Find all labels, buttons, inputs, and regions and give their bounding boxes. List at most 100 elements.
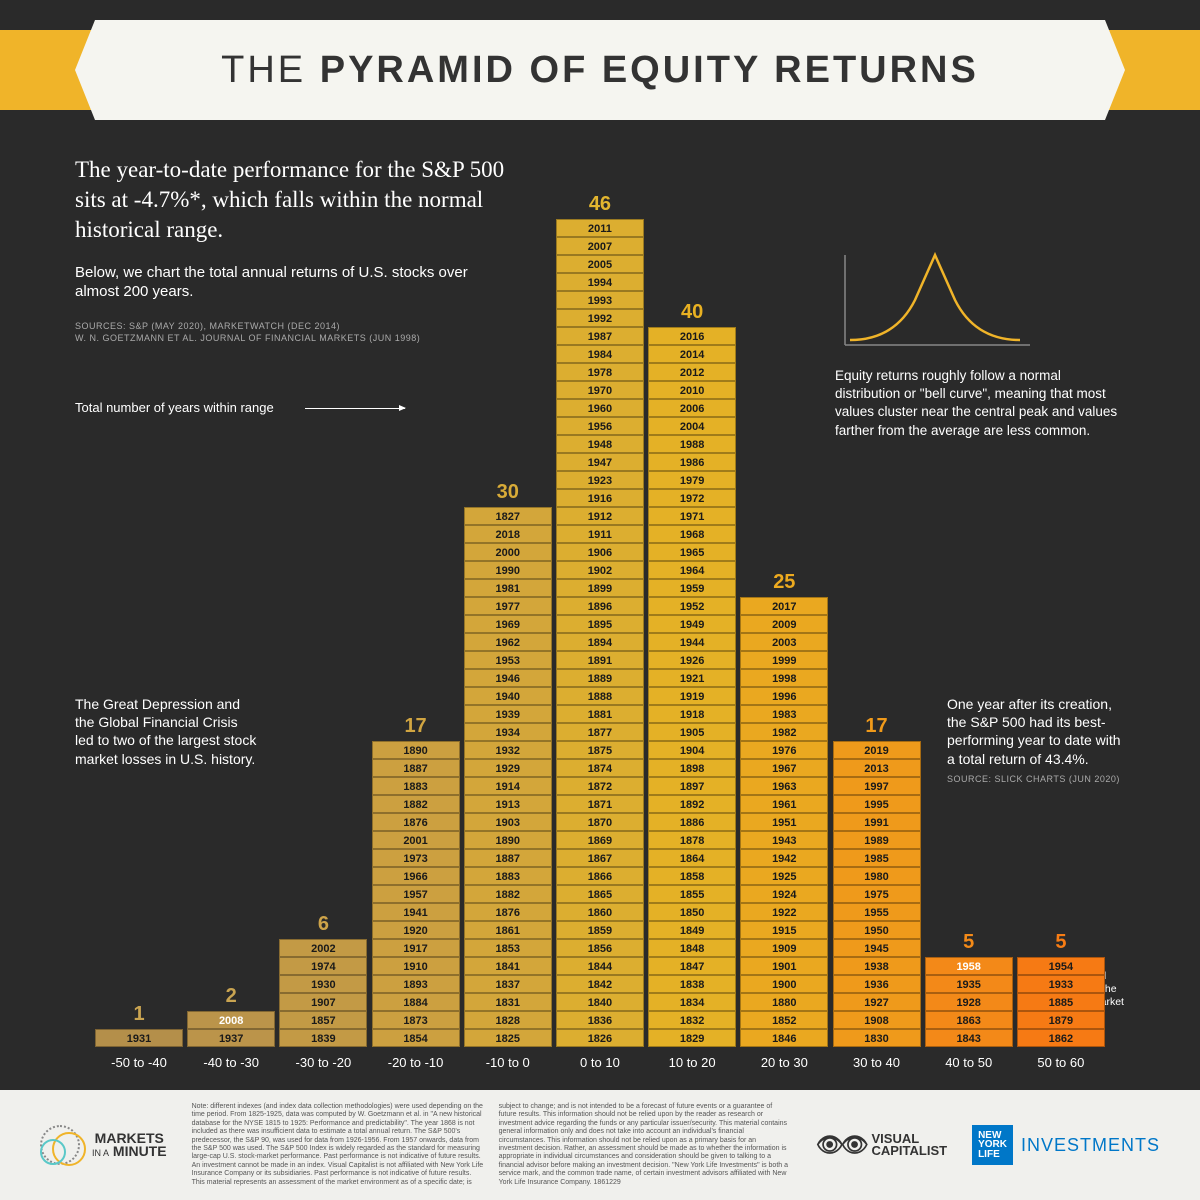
year-stack: 183918571907193019742002: [279, 939, 367, 1047]
year-cell: 1992: [556, 309, 644, 327]
year-cell: 1860: [556, 903, 644, 921]
histogram-column: 2518461852188019001901190919151922192419…: [740, 571, 828, 1070]
year-cell: 2001: [372, 831, 460, 849]
year-cell: 1960: [556, 399, 644, 417]
year-cell: 1846: [740, 1029, 828, 1047]
column-count: 40: [681, 301, 703, 324]
column-count: 1: [133, 1003, 144, 1026]
year-cell: 1847: [648, 957, 736, 975]
range-label: -10 to 0: [486, 1055, 530, 1070]
year-cell: 1827: [464, 507, 552, 525]
footer: MARKETSIN A MINUTE Note: different index…: [0, 1090, 1200, 1200]
histogram-column: 3018251828183118371841185318611876188218…: [464, 481, 552, 1070]
year-cell: 1925: [740, 867, 828, 885]
year-cell: 1885: [1017, 993, 1105, 1011]
year-cell: 1892: [648, 795, 736, 813]
year-cell: 1903: [464, 813, 552, 831]
year-cell: 1886: [648, 813, 736, 831]
year-cell: 1889: [556, 669, 644, 687]
year-cell: 1937: [187, 1029, 275, 1047]
year-cell: 1915: [740, 921, 828, 939]
year-cell: 1883: [464, 867, 552, 885]
year-cell: 1893: [372, 975, 460, 993]
year-cell: 1844: [556, 957, 644, 975]
year-cell: 1976: [740, 741, 828, 759]
range-label: 40 to 50: [945, 1055, 992, 1070]
year-cell: 2010: [648, 381, 736, 399]
year-cell: 1882: [372, 795, 460, 813]
year-cell: 1898: [648, 759, 736, 777]
year-cell: 1910: [372, 957, 460, 975]
year-cell: 1874: [556, 759, 644, 777]
year-cell: 1831: [464, 993, 552, 1011]
year-cell: 1895: [556, 615, 644, 633]
year-stack: 18621879188519331954: [1017, 957, 1105, 1047]
year-cell: 1834: [648, 993, 736, 1011]
year-cell: 1857: [279, 1011, 367, 1029]
year-cell: 1952: [648, 597, 736, 615]
year-cell: 2003: [740, 633, 828, 651]
year-cell: 1950: [833, 921, 921, 939]
year-cell: 1829: [648, 1029, 736, 1047]
year-cell: 1993: [556, 291, 644, 309]
year-cell: 2019: [833, 741, 921, 759]
column-count: 30: [497, 481, 519, 504]
year-cell: 1882: [464, 885, 552, 903]
range-label: -30 to -20: [296, 1055, 352, 1070]
column-count: 2: [226, 985, 237, 1008]
year-stack: 18431863192819351958: [925, 957, 1013, 1047]
logo-markets-in-a-minute: MARKETSIN A MINUTE: [40, 1125, 167, 1165]
histogram-column: 51843186319281935195840 to 50: [925, 931, 1013, 1070]
histogram-column: 4018291832183418381847184818491850185518…: [648, 301, 736, 1070]
year-cell: 1912: [556, 507, 644, 525]
year-cell: 2007: [556, 237, 644, 255]
year-cell: 1966: [372, 867, 460, 885]
histogram-column: 219372008-40 to -30: [187, 985, 275, 1070]
year-stack: 1846185218801900190119091915192219241925…: [740, 597, 828, 1047]
year-cell: 1995: [833, 795, 921, 813]
year-cell: 1836: [556, 1011, 644, 1029]
year-cell: 1946: [464, 669, 552, 687]
year-cell: 1909: [740, 939, 828, 957]
year-cell: 1972: [648, 489, 736, 507]
year-cell: 1998: [740, 669, 828, 687]
year-cell: 1944: [648, 633, 736, 651]
year-cell: 1871: [556, 795, 644, 813]
year-cell: 1842: [556, 975, 644, 993]
year-cell: 1939: [464, 705, 552, 723]
year-cell: 1971: [648, 507, 736, 525]
year-cell: 1862: [1017, 1029, 1105, 1047]
year-cell: 1983: [740, 705, 828, 723]
year-cell: 1978: [556, 363, 644, 381]
year-cell: 1964: [648, 561, 736, 579]
year-cell: 1941: [372, 903, 460, 921]
year-cell: 2006: [648, 399, 736, 417]
histogram-chart: 11931-50 to -40219372008-40 to -30618391…: [95, 193, 1105, 1070]
year-cell: 1968: [648, 525, 736, 543]
range-label: 50 to 60: [1037, 1055, 1084, 1070]
year-cell: 1979: [648, 471, 736, 489]
histogram-column: 6183918571907193019742002-30 to -20: [279, 913, 367, 1070]
year-cell: 1880: [740, 993, 828, 1011]
year-cell: 1991: [833, 813, 921, 831]
year-cell: 2012: [648, 363, 736, 381]
year-cell: 1837: [464, 975, 552, 993]
year-cell: 1940: [464, 687, 552, 705]
year-cell: 1981: [464, 579, 552, 597]
year-cell: 1828: [464, 1011, 552, 1029]
year-cell: 1956: [556, 417, 644, 435]
page-title: THE PYRAMID OF EQUITY RETURNS: [221, 49, 979, 92]
year-cell: 1949: [648, 615, 736, 633]
year-cell: 1985: [833, 849, 921, 867]
year-stack: 19372008: [187, 1011, 275, 1047]
year-cell: 1957: [372, 885, 460, 903]
year-cell: 1942: [740, 849, 828, 867]
year-cell: 1932: [464, 741, 552, 759]
year-cell: 1879: [1017, 1011, 1105, 1029]
range-label: -50 to -40: [111, 1055, 167, 1070]
year-cell: 1959: [648, 579, 736, 597]
year-cell: 1994: [556, 273, 644, 291]
range-label: -20 to -10: [388, 1055, 444, 1070]
year-cell: 1904: [648, 741, 736, 759]
year-cell: 1911: [556, 525, 644, 543]
